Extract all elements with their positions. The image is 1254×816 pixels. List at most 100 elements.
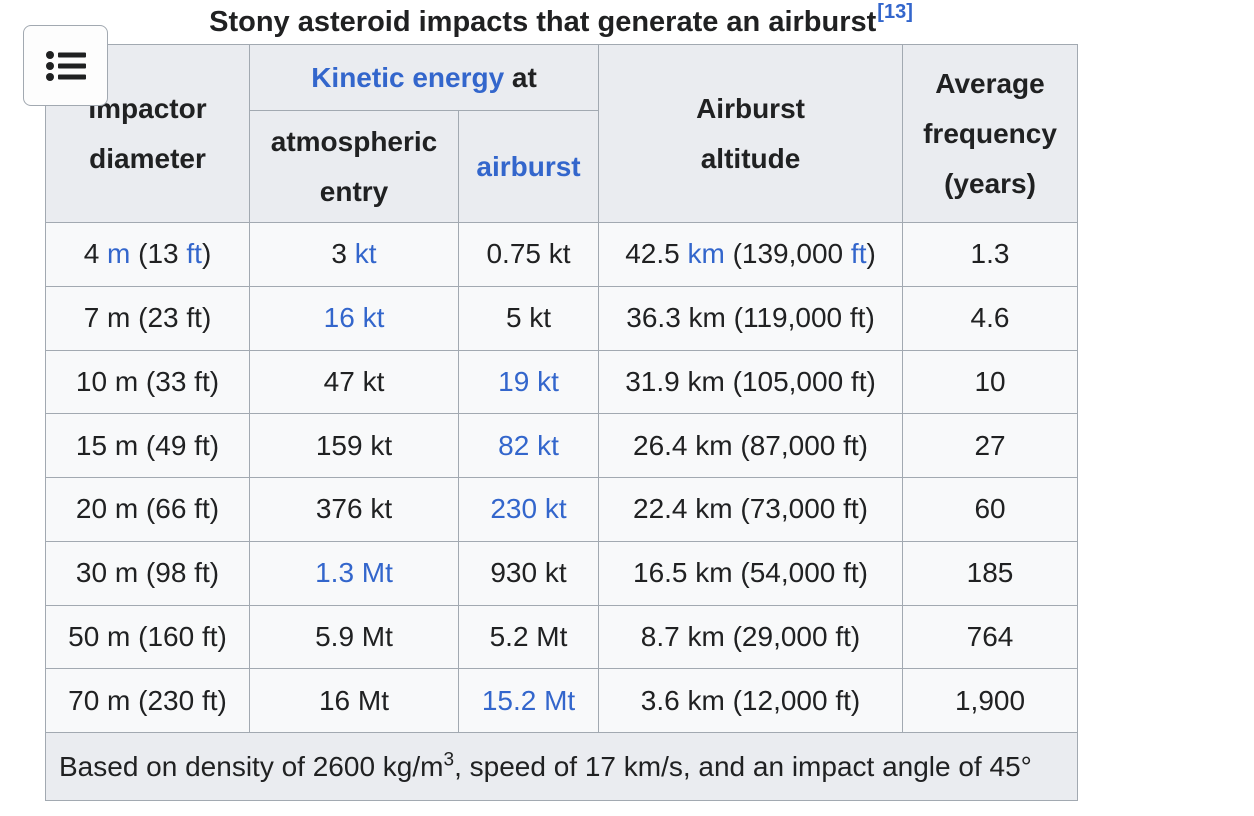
- wiki-link[interactable]: ft: [186, 238, 202, 270]
- cell-average-frequency: 1,900: [902, 668, 1079, 733]
- cell-impactor-diameter: 20 m (66 ft): [45, 477, 250, 542]
- text-run: 10 m (33 ft): [75, 365, 220, 397]
- text-run: 15 m (49 ft): [75, 429, 220, 461]
- table-row: 30 m (98 ft) 1.3 Mt 930 kt 16.5 km (54,000 …: [45, 540, 1079, 606]
- text-run: 1,900: [954, 684, 1026, 716]
- reference-13-link[interactable]: [13]: [877, 0, 913, 23]
- text-run: 5.9 Mt: [315, 620, 393, 652]
- text-run: 30 m (98 ft): [75, 557, 220, 589]
- text-run: 1.3: [970, 238, 1010, 270]
- text-run: 5.2 Mt: [489, 620, 568, 652]
- cell-average-frequency: 1.3: [902, 222, 1079, 287]
- col-header-airburst-altitude: Airburst altitude: [598, 44, 904, 223]
- text-run: 7 m (23 ft): [83, 302, 212, 334]
- cell-energy-airburst: 5 kt: [457, 285, 600, 351]
- text-run: 60: [974, 493, 1006, 525]
- wiki-link[interactable]: 82 kt: [498, 429, 559, 461]
- cell-airburst-altitude: 3.6 km (12,000 ft): [598, 668, 904, 733]
- header-row-2: atmospheric entry airburst: [46, 110, 1078, 223]
- text-run: 22.4 km (73,000 ft): [633, 493, 869, 525]
- cell-airburst-altitude: 26.4 km (87,000 ft): [598, 413, 904, 478]
- caption-text: Stony asteroid impacts that generate an …: [209, 5, 877, 38]
- table-row: 7 m (23 ft) 16 kt 5 kt 36.3 km (119,000 ft)…: [45, 285, 1079, 351]
- wiki-link[interactable]: 16 kt: [323, 302, 385, 334]
- wiki-link[interactable]: m: [107, 238, 131, 270]
- col-header-airburst: airburst: [457, 110, 600, 223]
- airburst-link[interactable]: airburst: [476, 150, 581, 182]
- kinetic-energy-link[interactable]: Kinetic energy: [311, 61, 505, 93]
- cell-energy-atmospheric-entry: 47 kt: [249, 349, 459, 415]
- table-caption: Stony asteroid impacts that generate an …: [45, 0, 1077, 44]
- text-run: 185: [966, 557, 1014, 589]
- cell-airburst-altitude: 31.9 km (105,000 ft): [598, 349, 904, 415]
- text-run: 930 kt: [490, 557, 567, 589]
- cell-average-frequency: 764: [902, 604, 1079, 670]
- cell-energy-atmospheric-entry: 1.3 Mt: [249, 540, 459, 606]
- cell-airburst-altitude: 36.3 km (119,000 ft): [598, 285, 904, 351]
- cell-energy-airburst: 15.2 Mt: [457, 668, 600, 733]
- cell-energy-atmospheric-entry: 3 kt: [249, 222, 459, 287]
- text-run: 5 kt: [505, 302, 552, 334]
- text-run: 50 m (160 ft): [68, 620, 227, 652]
- wiki-link[interactable]: 15.2 Mt: [481, 684, 576, 716]
- cell-average-frequency: 60: [902, 477, 1079, 542]
- cell-airburst-altitude: 8.7 km (29,000 ft): [598, 604, 904, 670]
- list-bullet-icon: [45, 50, 86, 81]
- impact-table: Impactor diameter Kinetic energy at Airbu…: [44, 44, 1079, 801]
- cell-energy-atmospheric-entry: 376 kt: [249, 477, 459, 542]
- footnote-row: Based on density of 2600 kg/m3, speed of…: [44, 732, 1079, 801]
- wiki-link[interactable]: km: [687, 238, 725, 270]
- text-run: 42.5: [625, 238, 688, 270]
- text-run: Based on density of 2600 kg/m: [59, 750, 444, 782]
- wiki-link[interactable]: 19 kt: [498, 365, 559, 397]
- cell-average-frequency: 10: [902, 349, 1079, 415]
- text-run: 764: [966, 620, 1014, 652]
- table-footer: Based on density of 2600 kg/m3, speed of…: [44, 732, 1079, 801]
- text-run: ): [201, 238, 212, 270]
- text-run: 36.3 km (119,000 ft): [626, 302, 875, 334]
- text-run: 4: [83, 238, 108, 270]
- text-run: 159 kt: [315, 429, 393, 461]
- text-run: 3: [331, 238, 355, 270]
- text-run: 16.5 km (54,000 ft): [633, 557, 869, 589]
- table-row: 70 m (230 ft) 16 Mt 15.2 Mt 3.6 km (12,000 …: [45, 668, 1079, 733]
- wiki-link[interactable]: kt: [354, 238, 377, 270]
- cell-energy-atmospheric-entry: 16 Mt: [249, 668, 459, 733]
- cell-energy-airburst: 5.2 Mt: [457, 604, 600, 670]
- table-header: Impactor diameter Kinetic energy at Airbu…: [45, 44, 1079, 223]
- text-run: 0.75 kt: [486, 238, 571, 270]
- cell-energy-atmospheric-entry: 16 kt: [249, 285, 459, 351]
- table-row: 20 m (66 ft) 376 kt 230 kt 22.4 km (73,000 …: [45, 477, 1079, 542]
- text-run: ): [866, 238, 876, 270]
- text-run: 3.6 km (12,000 ft): [640, 684, 861, 716]
- table-body: 4 m (13 ft) 3 kt 0.75 kt 42.5 km (139,000 f…: [45, 222, 1079, 733]
- cell-impactor-diameter: 10 m (33 ft): [45, 349, 250, 415]
- text-run: 47 kt: [323, 365, 385, 397]
- cell-energy-airburst: 82 kt: [457, 413, 600, 478]
- wiki-link[interactable]: 1.3 Mt: [315, 557, 393, 589]
- cell-average-frequency: 4.6: [902, 285, 1079, 351]
- cell-impactor-diameter: 4 m (13 ft): [45, 222, 250, 287]
- text-run: 376 kt: [315, 493, 393, 525]
- text-run: 10: [974, 365, 1006, 397]
- superscript: 3: [443, 749, 455, 771]
- cell-impactor-diameter: 7 m (23 ft): [45, 285, 250, 351]
- table-row: 15 m (49 ft) 159 kt 82 kt 26.4 km (87,000 f…: [45, 413, 1079, 478]
- col-header-kinetic-energy: Kinetic energy at: [248, 44, 600, 111]
- text-run: 4.6: [970, 302, 1010, 334]
- header-row-1: Impactor diameter Kinetic energy at Airbu…: [45, 44, 1079, 223]
- cell-energy-airburst: 0.75 kt: [457, 222, 600, 287]
- cell-airburst-altitude: 42.5 km (139,000 ft): [598, 222, 904, 287]
- wiki-link[interactable]: ft: [850, 238, 867, 270]
- cell-airburst-altitude: 22.4 km (73,000 ft): [598, 477, 904, 542]
- toc-button[interactable]: [23, 25, 108, 106]
- text-run: (139,000: [724, 238, 851, 270]
- table-row: 10 m (33 ft) 47 kt 19 kt 31.9 km (105,000 f…: [45, 349, 1079, 415]
- cell-energy-airburst: 230 kt: [457, 477, 600, 542]
- wiki-link[interactable]: 230 kt: [490, 493, 567, 525]
- cell-energy-airburst: 19 kt: [457, 349, 600, 415]
- text-run: , speed of 17 km/s, and an impact angle …: [454, 750, 1032, 782]
- cell-impactor-diameter: 30 m (98 ft): [45, 540, 250, 606]
- cell-impactor-diameter: 15 m (49 ft): [45, 413, 250, 478]
